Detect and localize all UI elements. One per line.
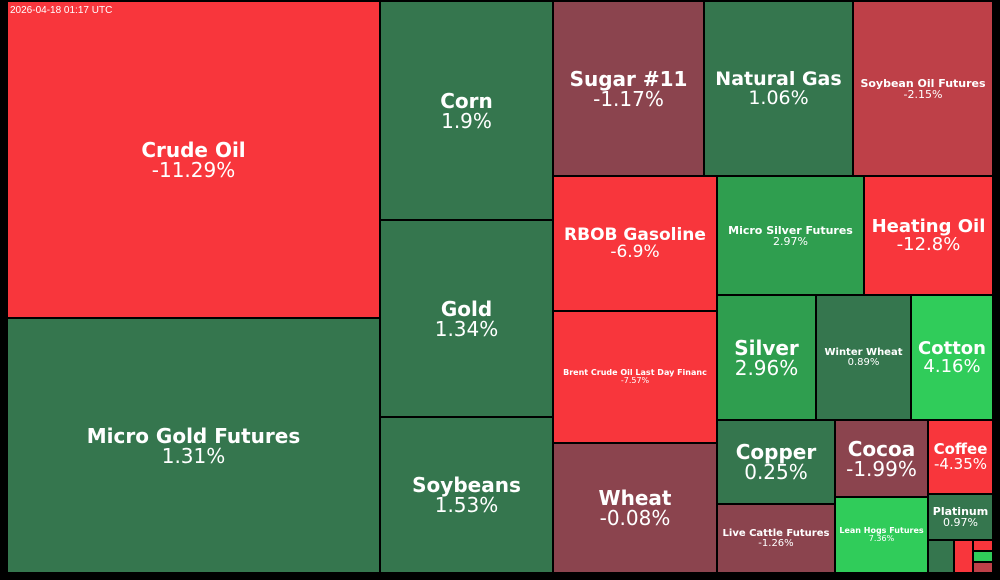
tile-name: Coffee [933, 440, 988, 458]
tile-name: Crude Oil [141, 137, 246, 162]
tile-name: Silver [734, 335, 799, 360]
treemap-tile[interactable]: Heating Oil -12.8% [865, 177, 992, 294]
tile-name: Wheat [598, 486, 672, 510]
tile-change: -7.57% [620, 376, 650, 385]
tile-change: 1.53% [434, 493, 499, 517]
tile-name: Brent Crude Oil Last Day Financ [563, 368, 707, 377]
treemap-tile[interactable]: Gold 1.34% [381, 221, 552, 416]
tile-change: -12.8% [896, 233, 961, 255]
treemap-tile[interactable]: Coffee -4.35% [929, 421, 992, 493]
treemap-tile[interactable]: Soybean Oil Futures -2.15% [854, 2, 992, 175]
treemap-tile[interactable]: Wheat -0.08% [554, 444, 716, 572]
treemap-tile[interactable]: Natural Gas 1.06% [705, 2, 852, 175]
treemap-tile[interactable]: Micro Gold Futures 1.31% [8, 319, 379, 572]
tile-change: 1.9% [441, 108, 492, 133]
treemap-tile[interactable] [955, 541, 972, 572]
tile-name: Cocoa [847, 436, 916, 461]
treemap-tile[interactable] [974, 541, 992, 550]
treemap-tile[interactable]: Sugar #11 -1.17% [554, 2, 703, 175]
tile-change: 2.97% [773, 234, 808, 248]
treemap-tile[interactable] [974, 563, 992, 572]
tile-change: -4.35% [933, 455, 988, 473]
tile-name: Gold [440, 296, 493, 321]
tile-name: Soybeans [412, 473, 521, 497]
tile-name: Cotton [918, 337, 986, 359]
tile-change: -6.9% [610, 241, 660, 262]
tile-name: Platinum [932, 505, 989, 518]
tile-change: 2.96% [734, 355, 799, 380]
treemap-tile[interactable] [929, 541, 953, 572]
treemap-tile[interactable]: Crude Oil -11.29% [8, 2, 379, 317]
tile-name: Copper [735, 440, 817, 464]
treemap-tile[interactable]: Winter Wheat 0.89% [817, 296, 910, 419]
treemap-tile[interactable] [974, 552, 992, 561]
treemap-tile[interactable]: Corn 1.9% [381, 2, 552, 219]
tile-change: -1.26% [758, 537, 794, 549]
tile-name: Winter Wheat [824, 346, 903, 358]
tile-change: -1.17% [593, 86, 664, 111]
tile-name: Heating Oil [871, 215, 986, 237]
treemap-tile[interactable]: Micro Silver Futures 2.97% [718, 177, 863, 294]
treemap-tile[interactable]: Platinum 0.97% [929, 495, 992, 539]
timestamp: 2026-04-18 01:17 UTC [10, 5, 113, 16]
tile-change: 0.97% [943, 516, 978, 529]
tile-change: 1.31% [161, 443, 226, 468]
tile-change: 7.36% [868, 534, 895, 543]
treemap-tile[interactable]: Cocoa -1.99% [836, 421, 927, 496]
tile-change: 1.06% [748, 86, 809, 109]
treemap-tile[interactable]: Brent Crude Oil Last Day Financ -7.57% [554, 312, 716, 442]
tile-name: Live Cattle Futures [722, 527, 830, 539]
treemap-tile[interactable]: RBOB Gasoline -6.9% [554, 177, 716, 310]
tile-name: Soybean Oil Futures [860, 76, 986, 90]
treemap-tile[interactable]: Lean Hogs Futures 7.36% [836, 498, 927, 572]
tile-change: 0.25% [744, 460, 808, 484]
tile-name: Sugar #11 [569, 66, 688, 91]
treemap-tile[interactable]: Silver 2.96% [718, 296, 815, 419]
tile-name: Lean Hogs Futures [839, 526, 924, 535]
tile-name: Micro Silver Futures [728, 223, 853, 237]
tile-change: 1.34% [434, 316, 499, 341]
treemap-tile[interactable]: Live Cattle Futures -1.26% [718, 505, 834, 572]
tile-change: -11.29% [151, 157, 236, 182]
tile-change: 0.89% [847, 356, 880, 368]
tile-change: -2.15% [903, 87, 943, 101]
tile-change: -0.08% [599, 506, 671, 530]
treemap-tile[interactable]: Copper 0.25% [718, 421, 834, 503]
tile-name: Corn [440, 88, 493, 113]
treemap-tile[interactable]: Cotton 4.16% [912, 296, 992, 419]
tile-name: Micro Gold Futures [86, 423, 301, 448]
tile-change: 4.16% [923, 355, 981, 377]
tile-name: RBOB Gasoline [564, 224, 706, 245]
treemap-tile[interactable]: Soybeans 1.53% [381, 418, 552, 572]
tile-name: Natural Gas [715, 67, 842, 90]
tile-change: -1.99% [846, 456, 917, 481]
